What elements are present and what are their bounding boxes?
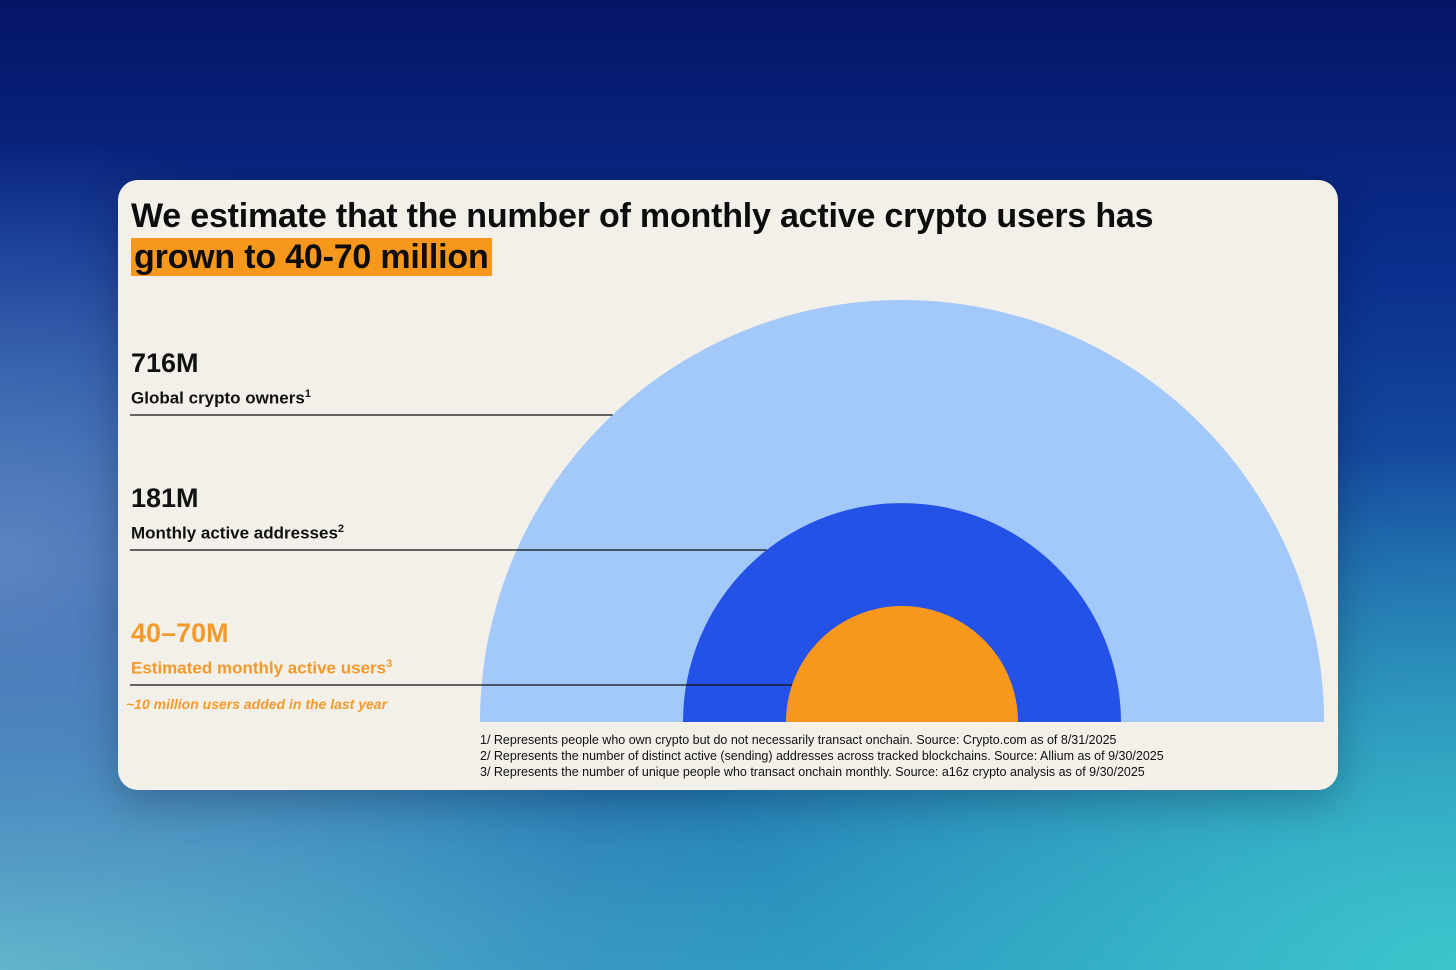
metric-estimated-monthly-active-users: 40–70M Estimated monthly active users3	[131, 618, 392, 679]
footnotes: 1/ Represents people who own crypto but …	[480, 732, 1164, 780]
nested-semicircle-chart	[130, 300, 1324, 722]
metric-label: Global crypto owners1	[131, 388, 311, 408]
chart-title: We estimate that the number of monthly a…	[131, 196, 1251, 278]
footnote-3: 3/ Represents the number of unique peopl…	[480, 765, 1145, 779]
title-text: We estimate that the number of monthly a…	[131, 197, 1154, 235]
title-highlight: grown to 40-70 million	[131, 238, 492, 276]
footnote-2: 2/ Represents the number of distinct act…	[480, 749, 1164, 763]
growth-note: ~10 million users added in the last year	[126, 696, 388, 712]
metric-value: 181M	[131, 483, 199, 513]
metric-label: Monthly active addresses2	[131, 523, 345, 543]
chart-card: We estimate that the number of monthly a…	[118, 180, 1338, 790]
arc-estimated-monthly-active-users	[786, 606, 1018, 722]
metric-value: 40–70M	[131, 618, 229, 648]
metric-global-crypto-owners: 716M Global crypto owners1	[131, 348, 311, 409]
footnote-1: 1/ Represents people who own crypto but …	[480, 733, 1117, 747]
metric-label: Estimated monthly active users3	[131, 658, 393, 678]
metric-value: 716M	[131, 348, 199, 378]
metric-monthly-active-addresses: 181M Monthly active addresses2	[131, 483, 344, 544]
